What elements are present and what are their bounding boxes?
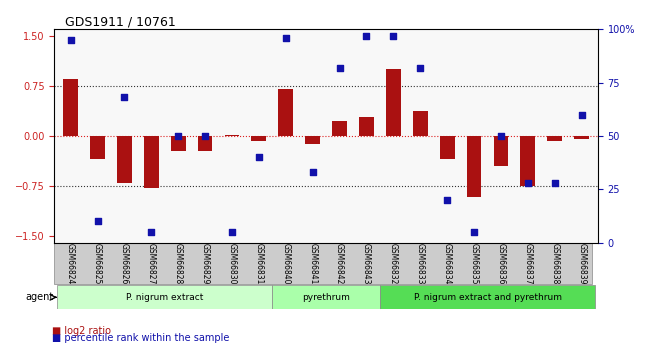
Point: [577, 112, 587, 117]
Text: GSM66838: GSM66838: [551, 243, 559, 284]
Point: [227, 229, 237, 235]
Bar: [63, 79, 78, 136]
Point: [415, 65, 426, 70]
FancyBboxPatch shape: [380, 285, 595, 309]
Text: GSM66831: GSM66831: [254, 243, 263, 284]
Bar: [521, 136, 535, 186]
Text: GSM66827: GSM66827: [147, 243, 156, 284]
Bar: [493, 136, 508, 166]
Bar: [144, 136, 159, 188]
FancyBboxPatch shape: [272, 285, 380, 309]
Text: GSM66841: GSM66841: [308, 243, 317, 284]
Point: [523, 180, 533, 186]
Text: GSM66824: GSM66824: [66, 243, 75, 284]
Bar: [467, 136, 482, 197]
Text: P. nigrum extract and pyrethrum: P. nigrum extract and pyrethrum: [413, 293, 562, 302]
Point: [281, 35, 291, 40]
Point: [442, 197, 452, 203]
Text: GSM66828: GSM66828: [174, 243, 183, 284]
Text: GDS1911 / 10761: GDS1911 / 10761: [66, 15, 176, 28]
Bar: [574, 136, 589, 139]
Bar: [225, 135, 239, 136]
Point: [334, 65, 345, 70]
Bar: [413, 110, 428, 136]
Text: P. nigrum extract: P. nigrum extract: [126, 293, 203, 302]
Bar: [117, 136, 132, 183]
Text: GSM66839: GSM66839: [577, 243, 586, 284]
Point: [361, 33, 372, 38]
Point: [469, 229, 479, 235]
FancyBboxPatch shape: [57, 285, 272, 309]
Bar: [252, 136, 266, 141]
Point: [92, 218, 103, 224]
Text: GSM66826: GSM66826: [120, 243, 129, 284]
Bar: [306, 136, 320, 144]
Bar: [359, 117, 374, 136]
FancyBboxPatch shape: [55, 243, 592, 284]
Text: agent: agent: [26, 292, 54, 302]
Bar: [547, 136, 562, 141]
Text: GSM66835: GSM66835: [469, 243, 478, 284]
Bar: [332, 121, 347, 136]
Point: [66, 37, 76, 42]
Text: GSM66836: GSM66836: [497, 243, 506, 284]
Text: pyrethrum: pyrethrum: [302, 293, 350, 302]
Point: [549, 180, 560, 186]
Point: [119, 95, 129, 100]
Bar: [440, 136, 454, 159]
Text: GSM66840: GSM66840: [281, 243, 291, 284]
Point: [200, 133, 211, 139]
Point: [307, 169, 318, 175]
Text: GSM66834: GSM66834: [443, 243, 452, 284]
Bar: [198, 136, 213, 150]
Bar: [171, 136, 186, 150]
Text: GSM66830: GSM66830: [227, 243, 237, 284]
Bar: [386, 69, 401, 136]
Text: GSM66829: GSM66829: [201, 243, 209, 284]
Bar: [278, 89, 293, 136]
Point: [173, 133, 183, 139]
Text: GSM66825: GSM66825: [93, 243, 102, 284]
Text: ■ percentile rank within the sample: ■ percentile rank within the sample: [52, 333, 229, 343]
Text: GSM66842: GSM66842: [335, 243, 344, 284]
Text: GSM66843: GSM66843: [362, 243, 371, 284]
Text: GSM66833: GSM66833: [416, 243, 424, 284]
Bar: [90, 136, 105, 159]
Point: [496, 133, 506, 139]
Text: GSM66832: GSM66832: [389, 243, 398, 284]
Point: [146, 229, 157, 235]
Point: [254, 155, 264, 160]
Text: ■ log2 ratio: ■ log2 ratio: [52, 326, 111, 336]
Point: [388, 33, 398, 38]
Text: GSM66837: GSM66837: [523, 243, 532, 284]
